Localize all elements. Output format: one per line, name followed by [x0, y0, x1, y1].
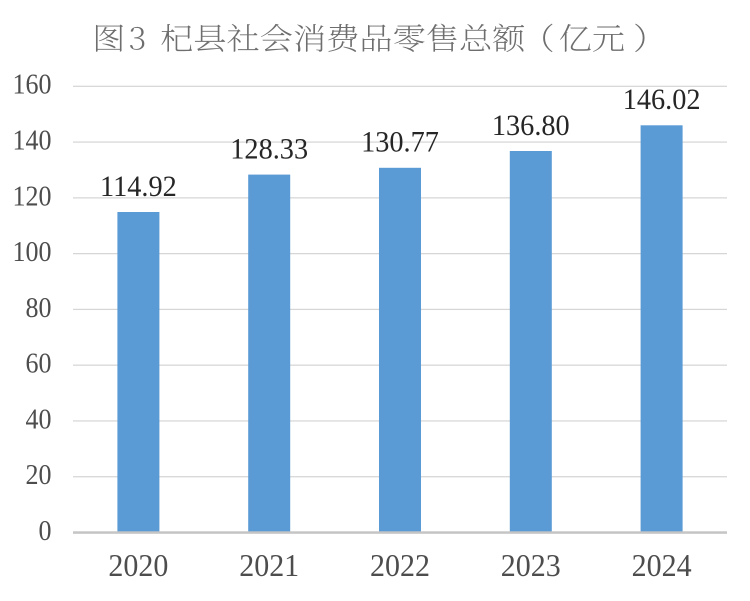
svg-text:40: 40	[26, 403, 52, 434]
svg-text:2024: 2024	[632, 548, 692, 583]
svg-text:80: 80	[26, 292, 52, 323]
svg-text:136.80: 136.80	[492, 109, 570, 142]
svg-text:140: 140	[13, 125, 52, 156]
svg-text:2020: 2020	[108, 548, 168, 583]
svg-text:114.92: 114.92	[100, 170, 177, 203]
svg-text:2022: 2022	[370, 548, 430, 583]
svg-text:20: 20	[26, 459, 52, 490]
svg-text:160: 160	[13, 69, 52, 100]
svg-text:100: 100	[13, 236, 52, 267]
svg-text:120: 120	[13, 180, 52, 211]
svg-text:2023: 2023	[501, 548, 561, 583]
svg-text:60: 60	[26, 348, 52, 379]
svg-text:146.02: 146.02	[623, 83, 701, 116]
svg-text:128.33: 128.33	[230, 133, 308, 166]
svg-text:130.77: 130.77	[361, 126, 439, 159]
svg-text:2021: 2021	[239, 548, 299, 583]
svg-text:0: 0	[38, 515, 51, 546]
